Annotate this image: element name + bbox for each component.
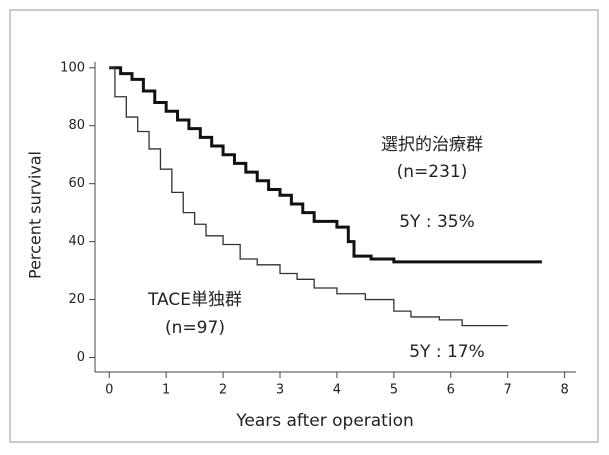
y-tick-label: 20 — [68, 292, 85, 307]
annotation: (n=231) — [397, 162, 468, 182]
x-axis-label: Years after operation — [235, 411, 414, 431]
annotation: 5Y : 17% — [409, 342, 485, 362]
survival-curve — [109, 67, 508, 327]
series-label: 選択的治療群 — [381, 135, 483, 155]
y-tick-label: 100 — [60, 60, 85, 75]
x-tick-label: 6 — [447, 383, 455, 398]
annotation: (n=97) — [165, 318, 225, 338]
x-tick-label: 4 — [333, 383, 341, 398]
series-label: TACE単独群 — [147, 290, 242, 310]
x-tick-label: 1 — [162, 383, 170, 398]
annotation: 5Y : 35% — [399, 212, 475, 232]
y-tick-label: 60 — [68, 176, 85, 191]
y-tick-label: 80 — [68, 118, 85, 133]
x-tick-label: 3 — [276, 383, 284, 398]
frame — [9, 9, 599, 443]
x-tick-label: 5 — [390, 383, 398, 398]
x-tick-label: 0 — [105, 383, 113, 398]
y-tick-label: 0 — [77, 350, 85, 365]
y-tick-label: 40 — [68, 234, 85, 249]
survival-curve — [109, 66, 542, 264]
y-axis-label: Percent survival — [26, 151, 45, 279]
x-tick-label: 2 — [219, 383, 227, 398]
x-tick-label: 8 — [560, 383, 568, 398]
x-tick-label: 7 — [504, 383, 512, 398]
